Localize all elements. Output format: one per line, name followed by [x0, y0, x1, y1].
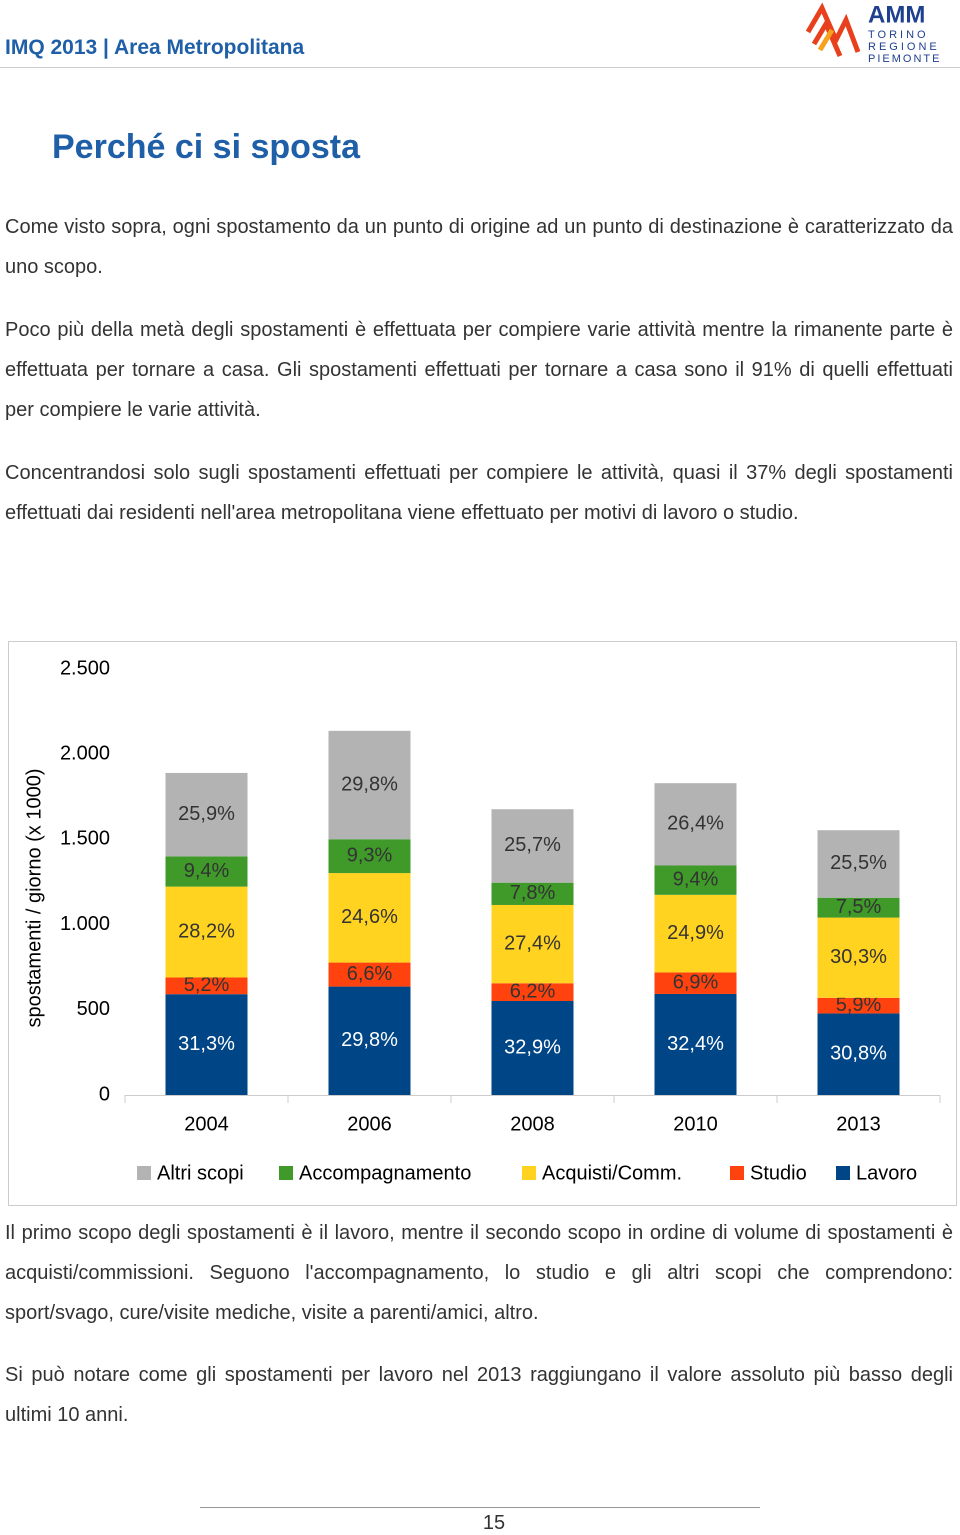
heading: Perché ci si sposta [52, 128, 361, 166]
data-label: 29,8% [341, 1029, 398, 1051]
logo-mark [805, 2, 861, 58]
y-tick-label: 1.000 [60, 913, 110, 935]
legend-swatch [137, 1166, 151, 1180]
legend-swatch [730, 1166, 744, 1180]
bar-segment [654, 894, 737, 973]
data-label: 9,3% [347, 844, 393, 866]
legend-label: Accompagnamento [299, 1162, 471, 1184]
bar-segment [817, 830, 900, 898]
bar-segment [654, 865, 737, 895]
data-label: 29,8% [341, 773, 398, 795]
bar-segment [491, 904, 574, 984]
bar-segment [165, 886, 248, 978]
bar-segment [328, 873, 411, 963]
y-tick-label: 1.500 [60, 828, 110, 850]
data-label: 5,2% [184, 974, 230, 996]
x-tick-label: 2008 [510, 1113, 555, 1135]
data-label: 24,6% [341, 906, 398, 928]
data-label: 6,6% [347, 963, 393, 985]
header-rule [0, 67, 960, 68]
bar-segment [654, 783, 737, 866]
bar-segment [817, 897, 900, 918]
data-label: 30,8% [830, 1043, 887, 1065]
logo-text: PIEMONTE [868, 53, 941, 65]
y-tick-label: 0 [99, 1083, 110, 1105]
x-tick-label: 2010 [673, 1113, 718, 1135]
data-label: 5,9% [836, 994, 882, 1016]
paragraph: Si può notare come gli spostamenti per l… [5, 1364, 953, 1426]
data-label: 28,2% [178, 920, 235, 942]
x-tick-label: 2004 [184, 1113, 229, 1135]
data-label: 9,4% [673, 868, 719, 890]
legend-label: Altri scopi [157, 1162, 244, 1184]
legend-swatch [279, 1166, 293, 1180]
y-axis-title: spostamenti / giorno (x 1000) [23, 768, 45, 1027]
paragraph: Concentrandosi solo sugli spostamenti ef… [5, 462, 953, 524]
legend-label: Studio [750, 1162, 807, 1184]
footer-rule [200, 1507, 760, 1508]
bar-segment [491, 983, 574, 1001]
bar-segment [817, 997, 900, 1014]
data-label: 7,5% [836, 896, 882, 918]
bar-segment [165, 856, 248, 887]
legend-swatch [836, 1166, 850, 1180]
legend-label: Acquisti/Comm. [542, 1162, 682, 1184]
bar-segment [817, 1013, 900, 1095]
bar-segment [491, 1000, 574, 1095]
page-number: 15 [482, 1512, 506, 1534]
bar-segment [165, 994, 248, 1095]
paragraph: Il primo scopo degli spostamenti è il la… [5, 1222, 953, 1324]
data-label: 25,9% [178, 803, 235, 825]
bar-segment [165, 772, 248, 857]
logo-mark [817, 28, 835, 52]
x-tick-label: 2006 [347, 1113, 392, 1135]
logo-text: REGIONE [868, 41, 940, 53]
chart-frame [8, 641, 957, 1206]
data-label: 30,3% [830, 946, 887, 968]
data-label: 26,4% [667, 813, 724, 835]
header-title: IMQ 2013 | Area Metropolitana [5, 36, 305, 59]
bar-segment [328, 962, 411, 987]
data-label: 6,2% [510, 980, 556, 1002]
paragraph: Come visto sopra, ogni spostamento da un… [5, 216, 953, 278]
data-label: 6,9% [673, 971, 719, 993]
data-label: 25,5% [830, 852, 887, 874]
data-label: 24,9% [667, 922, 724, 944]
y-tick-label: 2.000 [60, 742, 110, 764]
bar-segment [491, 809, 574, 883]
data-label: 25,7% [504, 834, 561, 856]
bar-segment [491, 882, 574, 905]
x-tick-label: 2013 [836, 1113, 881, 1135]
bar-segment [328, 730, 411, 840]
data-label: 9,4% [184, 860, 230, 882]
y-tick-label: 2.500 [60, 657, 110, 679]
data-label: 31,3% [178, 1033, 235, 1055]
paragraph: Poco più della metà degli spostamenti è … [5, 319, 953, 421]
data-label: 7,8% [510, 882, 556, 904]
data-label: 32,9% [504, 1036, 561, 1058]
data-label: 27,4% [504, 932, 561, 954]
bar-segment [654, 972, 737, 994]
bar-segment [654, 993, 737, 1095]
legend-label: Lavoro [856, 1162, 917, 1184]
y-tick-label: 500 [77, 998, 110, 1020]
bar-segment [165, 977, 248, 995]
legend-swatch [522, 1166, 536, 1180]
logo-text: TORINO [868, 29, 929, 41]
bar-segment [328, 986, 411, 1095]
bar-segment [328, 839, 411, 874]
bar-segment [817, 917, 900, 998]
logo-text: AMM [868, 1, 925, 28]
data-label: 32,4% [667, 1033, 724, 1055]
